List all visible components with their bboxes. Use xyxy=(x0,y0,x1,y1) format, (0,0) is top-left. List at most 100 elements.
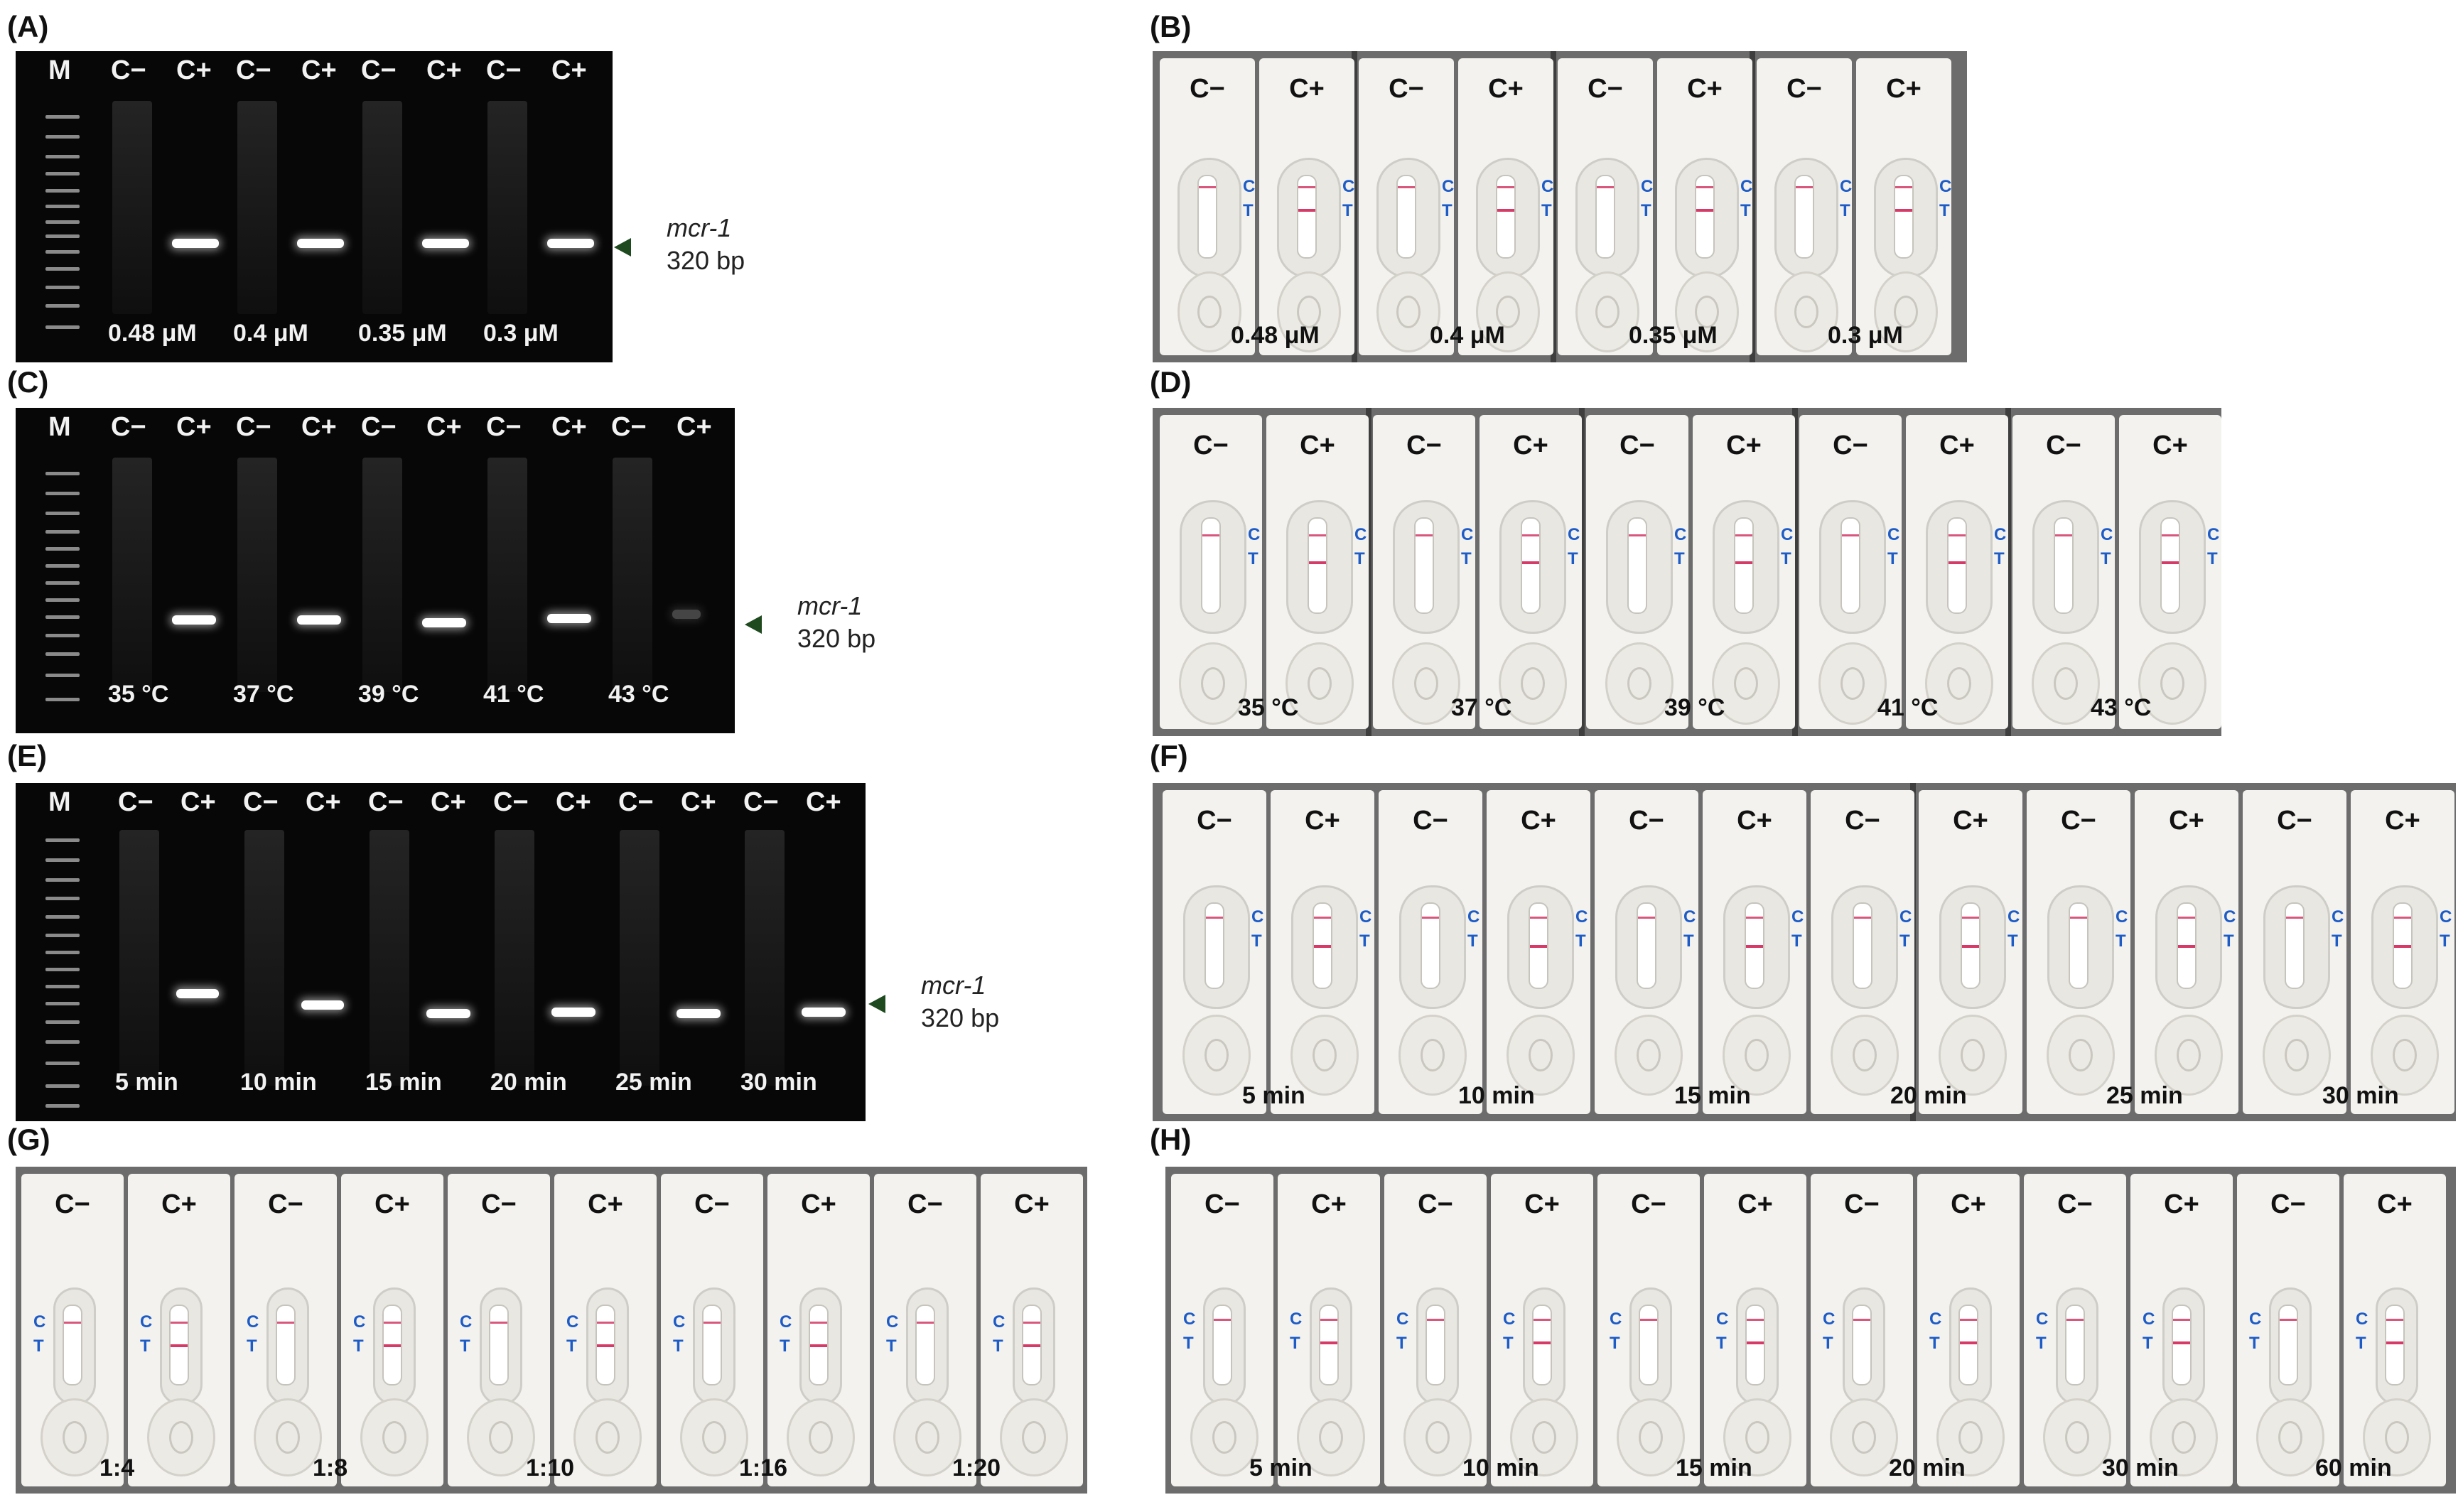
membrane-slot xyxy=(2160,517,2180,614)
strip-label-negative: C− xyxy=(1418,1189,1453,1219)
ladder-band xyxy=(45,115,80,119)
panel-label-e: (E) xyxy=(7,739,47,772)
ct-label-c: C xyxy=(460,1312,473,1332)
ct-label-t: T xyxy=(2101,549,2111,568)
ct-label-t: T xyxy=(2116,932,2126,951)
pcr-band xyxy=(547,239,594,248)
lane-label-positive: C+ xyxy=(556,787,591,817)
condition-label: 43 °C xyxy=(2091,694,2152,721)
test-strip-negative: C− C T xyxy=(1811,790,1914,1114)
test-strip-positive: C+ C T xyxy=(2119,415,2221,729)
ct-label-t: T xyxy=(2007,932,2018,951)
sample-well-inner xyxy=(489,1421,513,1454)
sample-well-inner xyxy=(276,1421,300,1454)
lane-label-negative: C− xyxy=(493,787,529,817)
ladder-band xyxy=(45,838,80,842)
ct-label-t: T xyxy=(2356,1334,2366,1353)
sample-well-inner xyxy=(1947,667,1971,700)
lane-smear xyxy=(244,830,284,1086)
sample-well-inner xyxy=(1639,1421,1663,1454)
ct-label-t: T xyxy=(1887,549,1898,568)
ladder-band xyxy=(45,1040,80,1044)
ct-label-t: T xyxy=(673,1336,684,1356)
test-strip-negative: C− C T xyxy=(2024,1174,2126,1486)
ct-label-t: T xyxy=(1575,932,1586,951)
marker-gene: mcr-1 xyxy=(667,213,732,242)
ct-label-t: T xyxy=(1503,1334,1514,1353)
sample-well-inner xyxy=(2177,1039,2201,1071)
membrane-slot xyxy=(1958,1305,1978,1386)
sample-well-inner xyxy=(1204,1039,1229,1071)
ct-label-c: C xyxy=(1461,525,1474,544)
marker-label-a: mcr-1 320 bp xyxy=(667,212,745,277)
test-line xyxy=(1309,561,1326,564)
membrane-slot xyxy=(1396,175,1416,259)
ladder-band xyxy=(45,172,80,176)
ct-label-t: T xyxy=(1674,549,1685,568)
membrane-slot xyxy=(1521,517,1541,614)
test-strip-positive: C+ C T xyxy=(1487,790,1590,1114)
band-arrow-icon xyxy=(745,615,762,634)
control-line xyxy=(597,1322,614,1324)
sample-well-inner xyxy=(1532,1421,1556,1454)
ct-label-t: T xyxy=(1354,549,1365,568)
strip-label-positive: C+ xyxy=(2169,806,2204,836)
sample-well-inner xyxy=(595,1421,620,1454)
test-line xyxy=(1497,209,1514,212)
band-arrow-icon xyxy=(614,238,631,256)
ct-label-c: C xyxy=(2007,907,2020,927)
strip-label-negative: C− xyxy=(1193,431,1229,460)
pcr-band xyxy=(172,615,216,625)
strip-label-negative: C− xyxy=(1413,806,1448,836)
ct-label-c: C xyxy=(1899,907,1912,927)
test-strip-negative: C− C T xyxy=(661,1174,763,1486)
lane-label-positive: C+ xyxy=(426,55,462,85)
ct-label-t: T xyxy=(1994,549,2005,568)
strip-label-negative: C− xyxy=(1845,806,1880,836)
lane-label-negative: C− xyxy=(236,412,271,442)
sample-well xyxy=(2256,1398,2324,1476)
lane-label-ladder: M xyxy=(48,55,71,85)
control-line xyxy=(1638,917,1655,919)
control-line xyxy=(1314,917,1331,919)
lane-smear xyxy=(112,101,152,314)
ct-label-c: C xyxy=(2036,1310,2049,1329)
photo-seam xyxy=(2005,408,2011,736)
sample-well-inner xyxy=(169,1421,193,1454)
test-line xyxy=(2173,1341,2190,1344)
sample-well-inner xyxy=(1212,1421,1236,1454)
control-line xyxy=(1497,186,1514,188)
membrane-slot xyxy=(1852,1305,1872,1386)
membrane-slot xyxy=(1197,175,1217,259)
ct-label-c: C xyxy=(353,1312,366,1332)
ct-label-c: C xyxy=(247,1312,259,1332)
control-line xyxy=(1427,1319,1444,1321)
strip-label-positive: C+ xyxy=(2164,1189,2199,1219)
strip-label-negative: C− xyxy=(1833,431,1868,460)
ct-label-c: C xyxy=(2116,907,2128,927)
ladder-band xyxy=(45,547,80,551)
test-line xyxy=(2178,945,2195,948)
sample-well-inner xyxy=(1201,667,1225,700)
lane-label-positive: C+ xyxy=(431,787,466,817)
lane-label-negative: C− xyxy=(118,787,153,817)
marker-size: 320 bp xyxy=(667,246,745,275)
control-line xyxy=(2178,917,2195,919)
ct-label-c: C xyxy=(1887,525,1900,544)
test-strip-negative: C− C T xyxy=(1595,790,1698,1114)
lane-label-negative: C− xyxy=(111,55,146,85)
condition-label: 37 °C xyxy=(233,681,294,708)
test-line xyxy=(1298,209,1315,212)
test-line xyxy=(1949,561,1966,564)
strip-label-negative: C− xyxy=(1588,74,1623,104)
test-strip-negative: C− C T xyxy=(1384,1174,1487,1486)
control-line xyxy=(1214,1319,1231,1321)
sample-well-inner xyxy=(702,1421,726,1454)
strip-label-positive: C+ xyxy=(2152,431,2188,460)
test-strip-positive: C+ C T xyxy=(1856,58,1951,355)
ct-label-c: C xyxy=(566,1312,579,1332)
condition-label: 1:16 xyxy=(739,1454,788,1481)
strip-label-positive: C+ xyxy=(161,1189,197,1219)
panel-label-d: (D) xyxy=(1150,365,1192,399)
ladder-band xyxy=(45,205,80,208)
